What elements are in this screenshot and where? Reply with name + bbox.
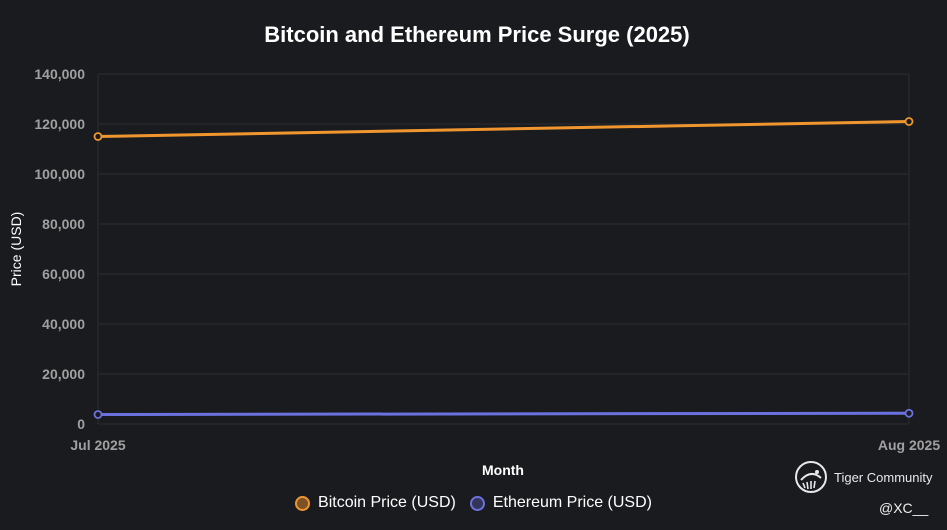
series-line-1 bbox=[97, 411, 910, 416]
tiger-logo-icon bbox=[795, 461, 827, 493]
watermark-brand: Tiger Community bbox=[834, 469, 933, 485]
y-tick-label: 60,000 bbox=[42, 266, 85, 282]
legend-swatch-bitcoin bbox=[295, 495, 311, 511]
legend-label-bitcoin: Bitcoin Price (USD) bbox=[318, 494, 456, 511]
y-tick-label: 80,000 bbox=[42, 216, 85, 232]
x-axis-ticks: Jul 2025 Aug 2025 bbox=[70, 437, 940, 453]
legend: Bitcoin Price (USD) Ethereum Price (USD) bbox=[0, 494, 947, 512]
legend-item-bitcoin[interactable]: Bitcoin Price (USD) bbox=[295, 494, 456, 512]
x-tick-label: Jul 2025 bbox=[70, 437, 125, 453]
data-point[interactable] bbox=[904, 408, 914, 418]
data-point[interactable] bbox=[93, 410, 103, 419]
data-point[interactable] bbox=[93, 132, 103, 141]
y-tick-label: 0 bbox=[77, 416, 85, 432]
x-tick-label: Aug 2025 bbox=[878, 437, 940, 453]
data-point[interactable] bbox=[904, 117, 914, 126]
y-tick-label: 140,000 bbox=[34, 66, 85, 82]
legend-swatch-ethereum bbox=[469, 495, 485, 511]
author-handle: @XC__ bbox=[879, 500, 929, 516]
x-axis-label: Month bbox=[482, 462, 524, 478]
series-line-0 bbox=[97, 120, 910, 138]
y-tick-label: 20,000 bbox=[42, 366, 85, 382]
gridlines bbox=[97, 73, 910, 425]
y-tick-label: 100,000 bbox=[34, 166, 85, 182]
y-axis-label: Price (USD) bbox=[8, 212, 24, 287]
series-lines bbox=[93, 117, 914, 419]
tiger-community-watermark: Tiger Community bbox=[794, 460, 932, 494]
legend-item-ethereum[interactable]: Ethereum Price (USD) bbox=[469, 494, 652, 512]
y-tick-label: 40,000 bbox=[42, 316, 85, 332]
legend-label-ethereum: Ethereum Price (USD) bbox=[492, 494, 652, 511]
y-tick-label: 120,000 bbox=[34, 116, 85, 132]
y-axis-ticks: 0 20,000 40,000 60,000 80,000 100,000 120,000 1… bbox=[34, 66, 85, 432]
chart-title: Bitcoin and Ethereum Price Surge (2025) bbox=[264, 22, 689, 47]
